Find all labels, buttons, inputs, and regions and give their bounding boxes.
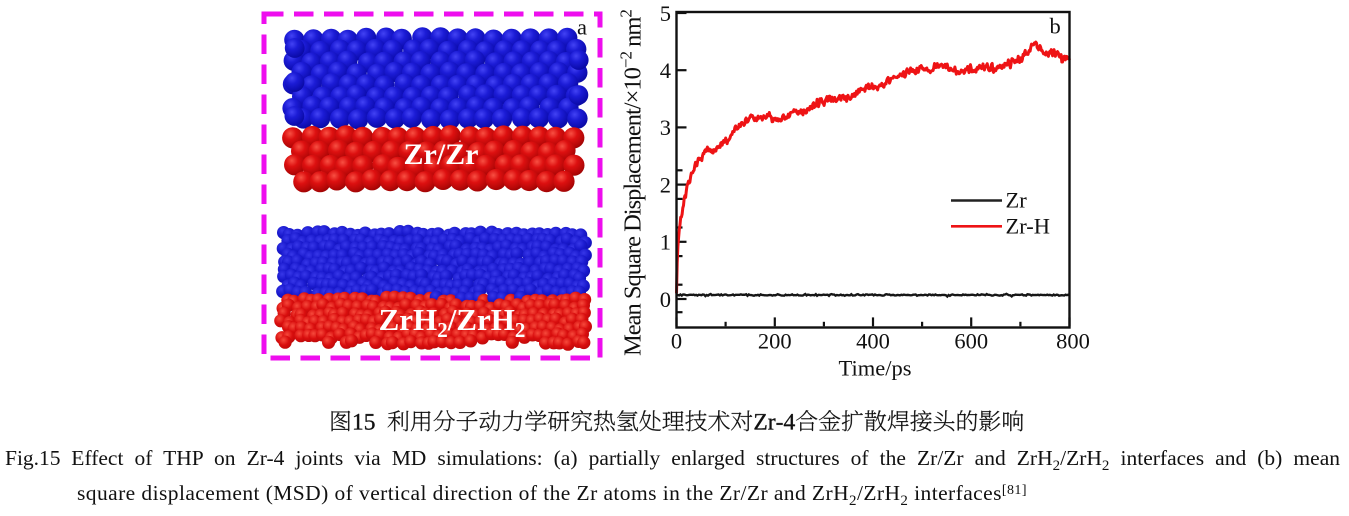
svg-text:0: 0	[660, 287, 671, 312]
svg-text:Zr: Zr	[1006, 188, 1028, 213]
svg-text:Mean Square Displacement/×10−2: Mean Square Displacement/×10−2 nm2	[617, 10, 647, 356]
svg-text:5: 5	[660, 1, 671, 26]
svg-text:4: 4	[660, 58, 671, 83]
svg-text:400: 400	[856, 328, 890, 353]
svg-text:Zr-H: Zr-H	[1006, 213, 1051, 238]
svg-text:2: 2	[660, 172, 671, 197]
svg-text:b: b	[1050, 14, 1061, 39]
svg-text:a: a	[577, 14, 587, 39]
svg-text:Time/ps: Time/ps	[839, 356, 912, 381]
svg-text:200: 200	[758, 328, 792, 353]
svg-text:Zr/Zr: Zr/Zr	[404, 138, 479, 171]
svg-text:600: 600	[954, 328, 988, 353]
svg-text:800: 800	[1056, 328, 1090, 353]
svg-text:3: 3	[660, 115, 671, 140]
svg-text:ZrH2/ZrH2: ZrH2/ZrH2	[379, 302, 526, 342]
svg-text:1: 1	[660, 230, 671, 255]
svg-text:0: 0	[671, 328, 682, 353]
